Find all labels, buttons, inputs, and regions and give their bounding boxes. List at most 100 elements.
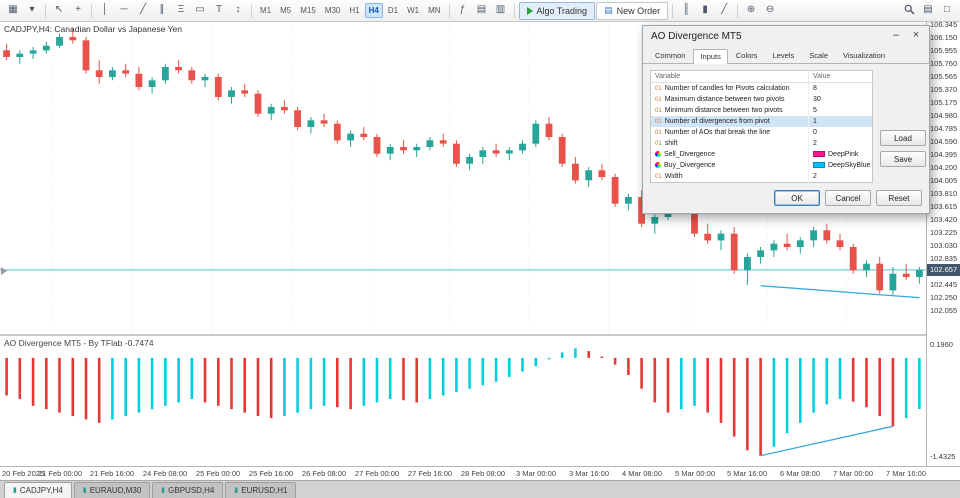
- param-value-cell[interactable]: 1: [808, 116, 873, 127]
- trendline-icon[interactable]: ╱: [139, 4, 147, 15]
- save-button[interactable]: Save: [880, 151, 926, 167]
- dialog-titlebar[interactable]: AO Divergence MT5 – ×: [643, 26, 929, 46]
- candles-chart-icon[interactable]: ▮: [702, 4, 708, 15]
- new-order-button[interactable]: ▤ New Order: [596, 1, 669, 20]
- vertical-line-icon[interactable]: │: [101, 4, 109, 15]
- param-row[interactable]: 01 Number of AOs that break the line 0: [650, 127, 873, 138]
- param-name-cell: Buy_Divergence: [650, 160, 809, 171]
- dialog-tab-inputs[interactable]: Inputs: [693, 49, 728, 64]
- arrows-icon[interactable]: ↕: [235, 4, 241, 15]
- data-window-icon[interactable]: ▤: [923, 4, 933, 15]
- timeframe-mn[interactable]: MN: [424, 3, 444, 18]
- dialog-tab-scale[interactable]: Scale: [809, 51, 829, 60]
- time-axis-label: 25 Feb 00:00: [195, 469, 241, 478]
- chart-tab-label: EURUSD,H1: [241, 486, 288, 495]
- param-row[interactable]: 01 Minimum distance between two pivots 5: [650, 105, 873, 116]
- timeframe-m5[interactable]: M5: [276, 3, 295, 18]
- param-row[interactable]: 01 shift 2: [650, 138, 873, 149]
- param-value-cell[interactable]: 0: [809, 127, 873, 138]
- chart-tab-label: CADJPY,H4: [19, 486, 63, 495]
- timeframe-h4[interactable]: H4: [364, 3, 383, 18]
- param-name-cell: 01 Minimum distance between two pivots: [650, 105, 809, 116]
- param-label: Number of AOs that break the line: [664, 129, 771, 136]
- dialog-tab-common[interactable]: Common: [655, 51, 686, 60]
- param-row[interactable]: Buy_Divergence DeepSkyBlue: [650, 160, 873, 171]
- new-chart-icon[interactable]: ▦: [8, 4, 18, 15]
- chart-list-icon[interactable]: ▾: [29, 4, 35, 15]
- candles: [3, 28, 923, 297]
- time-axis-label: 28 Feb 08:00: [460, 469, 506, 478]
- ao-indicator-pane[interactable]: AO Divergence MT5 - By TFlab -0.7474: [0, 336, 926, 466]
- param-row[interactable]: Sell_Divergence DeepPink: [650, 149, 873, 160]
- chart-tab-cadjpy-h4[interactable]: ▮ CADJPY,H4: [4, 482, 72, 498]
- horizontal-line-icon[interactable]: ─: [120, 4, 128, 15]
- chart-tab-eurusd-h1[interactable]: ▮ EURUSD,H1: [225, 482, 297, 498]
- param-value-cell[interactable]: 8: [809, 83, 873, 95]
- ao-indicator-canvas[interactable]: [0, 336, 926, 466]
- param-value-cell[interactable]: DeepSkyBlue: [809, 160, 873, 171]
- price-axis-label: 103.420: [930, 215, 958, 224]
- templates-icon[interactable]: ▥: [495, 4, 506, 15]
- dialog-tab-visualization[interactable]: Visualization: [843, 51, 885, 60]
- price-axis[interactable]: 106.345 106.150 105.955 105.760 105.565 105.3…: [926, 20, 960, 466]
- timeframe-d1[interactable]: D1: [384, 3, 402, 18]
- param-value-cell[interactable]: 2: [809, 171, 873, 183]
- dialog-tab-levels[interactable]: Levels: [772, 51, 795, 60]
- timeframe-m1[interactable]: M1: [256, 3, 275, 18]
- bars-chart-icon[interactable]: ║: [682, 4, 690, 15]
- dialog-close-button[interactable]: ×: [912, 29, 920, 41]
- ao-histogram: [5, 348, 921, 456]
- price-axis-label: 105.370: [930, 85, 958, 94]
- param-value: 0: [813, 129, 817, 136]
- chart-tab-euraud-m30[interactable]: ▮ EURAUD,M30: [73, 482, 151, 498]
- crosshair-icon[interactable]: +: [75, 4, 81, 15]
- objects-icon[interactable]: ▤: [476, 4, 487, 15]
- param-value-cell[interactable]: 30: [809, 94, 873, 105]
- indicators-icon[interactable]: ƒ: [459, 4, 466, 15]
- timeframe-m15[interactable]: M15: [296, 3, 320, 18]
- line-chart-icon[interactable]: ╱: [721, 4, 728, 15]
- toolbar-separator: [91, 3, 92, 18]
- zoom-out-icon[interactable]: ⊖: [765, 4, 775, 15]
- search-icon[interactable]: [900, 2, 918, 19]
- ok-button[interactable]: OK: [774, 190, 820, 206]
- zoom-in-icon[interactable]: ⊕: [746, 4, 756, 15]
- algo-trading-button[interactable]: Algo Trading: [518, 1, 596, 20]
- param-value-cell[interactable]: DeepPink: [809, 149, 873, 160]
- fibonacci-icon[interactable]: Ξ: [177, 4, 185, 15]
- fullscreen-icon[interactable]: □: [943, 4, 951, 15]
- timeframe-m30[interactable]: M30: [321, 3, 345, 18]
- timeframe-w1[interactable]: W1: [403, 3, 423, 18]
- param-value: DeepSkyBlue: [828, 162, 871, 169]
- price-axis-label: 103.810: [930, 189, 958, 198]
- cancel-button[interactable]: Cancel: [825, 190, 871, 206]
- param-name-cell: 01 Width: [650, 171, 809, 183]
- param-value-cell[interactable]: 2: [809, 138, 873, 149]
- time-axis[interactable]: 20 Feb 2025 21 Feb 00:00 21 Feb 16:00 24 Fe…: [0, 466, 960, 480]
- shapes-icon[interactable]: ▭: [195, 4, 205, 15]
- timeframe-h1[interactable]: H1: [345, 3, 363, 18]
- param-label: Number of divergences from pivot: [664, 118, 770, 125]
- param-row[interactable]: 01 Number of candles for Pivots calculati…: [650, 82, 873, 95]
- chart-shift-marker[interactable]: [1, 267, 7, 275]
- text-icon[interactable]: T: [215, 4, 223, 15]
- dialog-tab-colors[interactable]: Colors: [735, 51, 758, 60]
- pane-divider[interactable]: [0, 334, 960, 336]
- param-row[interactable]: 01 Maximum distance between two pivots 30: [650, 94, 873, 105]
- candlestick-icon: ▮: [161, 487, 166, 494]
- cursor-icon[interactable]: ↖: [54, 4, 64, 15]
- load-button[interactable]: Load: [880, 130, 926, 146]
- reset-button[interactable]: Reset: [876, 190, 922, 206]
- param-name-cell: 01 Maximum distance between two pivots: [650, 94, 809, 105]
- channel-icon[interactable]: ∥: [159, 4, 165, 15]
- dialog-minimize-button[interactable]: –: [892, 29, 900, 41]
- integer-param-icon: 01: [655, 174, 662, 180]
- param-row[interactable]: 01 Number of divergences from pivot 1: [650, 116, 873, 127]
- param-value-cell[interactable]: 5: [809, 105, 873, 116]
- play-icon: [526, 6, 533, 15]
- chart-tab-gbpusd-h4[interactable]: ▮ GBPUSD,H4: [152, 482, 224, 498]
- divergence-line-price[interactable]: [760, 285, 920, 299]
- param-row[interactable]: 01 Width 2: [650, 171, 873, 183]
- time-axis-label: 25 Feb 16:00: [248, 469, 294, 478]
- divergence-line-ao[interactable]: [760, 425, 894, 457]
